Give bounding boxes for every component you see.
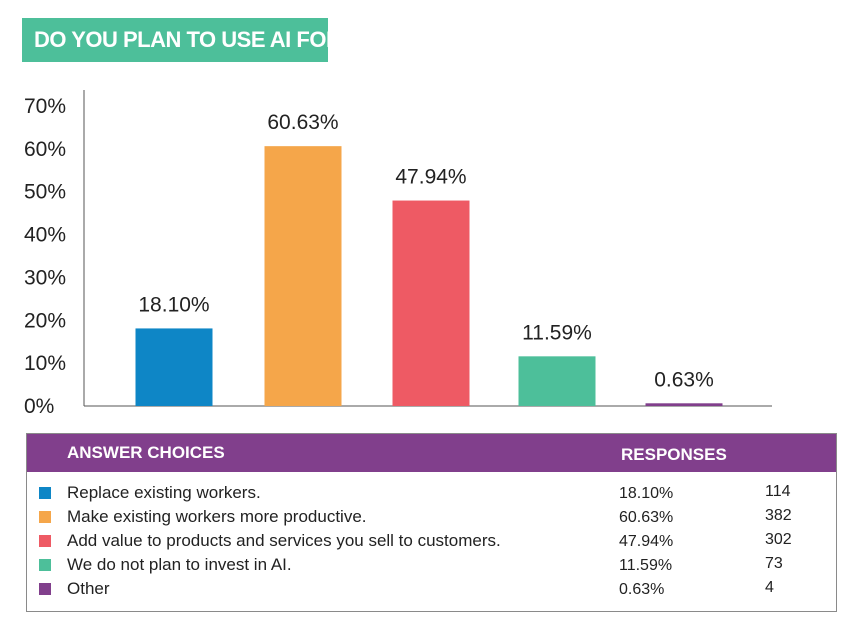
row-percent: 11.59% (619, 557, 673, 574)
bar (264, 146, 342, 406)
header-responses: RESPONSES (621, 445, 727, 464)
table-row: Add value to products and services you s… (27, 530, 836, 554)
data-labels-group: 18.10% 60.63% 47.94% 11.59% 0.63% (138, 111, 713, 391)
y-tick-label: 30% (24, 266, 66, 289)
row-count: 73 (765, 555, 783, 572)
legend-swatch-icon (39, 583, 51, 595)
bars-group (135, 146, 723, 406)
y-tick-label: 20% (24, 309, 66, 332)
row-choice: Make existing workers more productive. (67, 507, 367, 526)
row-percent: 47.94% (619, 533, 674, 550)
legend-swatch-icon (39, 535, 51, 547)
table-header: ANSWER CHOICES RESPONSES (27, 434, 836, 472)
row-percent: 60.63% (619, 509, 674, 526)
bar-value-label: 47.94% (395, 166, 466, 189)
y-tick-label: 50% (24, 181, 66, 204)
row-choice: Other (67, 579, 110, 598)
row-count: 382 (765, 507, 792, 524)
row-count: 114 (765, 483, 791, 500)
row-choice: We do not plan to invest in AI. (67, 555, 292, 574)
bar-value-label: 18.10% (138, 293, 209, 316)
table-row: We do not plan to invest in AI. 11.59% 7… (27, 554, 836, 578)
table-row: Replace existing workers. 18.10% 114 (27, 482, 836, 506)
bar (392, 200, 470, 406)
y-axis-ticks: 0% 10% 20% 30% 40% 50% 60% 70% (24, 95, 66, 418)
y-tick-label: 0% (24, 395, 54, 418)
row-choice: Replace existing workers. (67, 483, 261, 502)
legend-swatch-icon (39, 487, 51, 499)
y-tick-label: 60% (24, 138, 66, 161)
chart-title: DO YOU PLAN TO USE AI FOR: (22, 18, 349, 62)
bar (135, 328, 213, 406)
y-tick-label: 70% (24, 95, 66, 118)
bar (518, 356, 596, 406)
row-count: 302 (765, 531, 792, 548)
row-percent: 0.63% (619, 581, 665, 598)
row-choice: Add value to products and services you s… (67, 531, 501, 550)
y-tick-label: 10% (24, 352, 66, 375)
bar-value-label: 60.63% (267, 111, 338, 134)
table-row: Make existing workers more productive. 6… (27, 506, 836, 530)
row-percent: 18.10% (619, 485, 674, 502)
bar-value-label: 11.59% (522, 321, 592, 344)
y-tick-label: 40% (24, 224, 66, 247)
header-answer-choices: ANSWER CHOICES (67, 443, 225, 462)
legend-swatch-icon (39, 559, 51, 571)
row-count: 4 (765, 579, 774, 596)
table-row: Other 0.63% 4 (27, 578, 836, 602)
bar (645, 403, 723, 406)
bar-chart: 0% 10% 20% 30% 40% 50% 60% 70% 18.10% 60.63% 47.9… (24, 90, 772, 418)
responses-table: ANSWER CHOICES RESPONSES Replace existin… (26, 433, 837, 612)
legend-swatch-icon (39, 511, 51, 523)
bar-value-label: 0.63% (654, 368, 714, 391)
